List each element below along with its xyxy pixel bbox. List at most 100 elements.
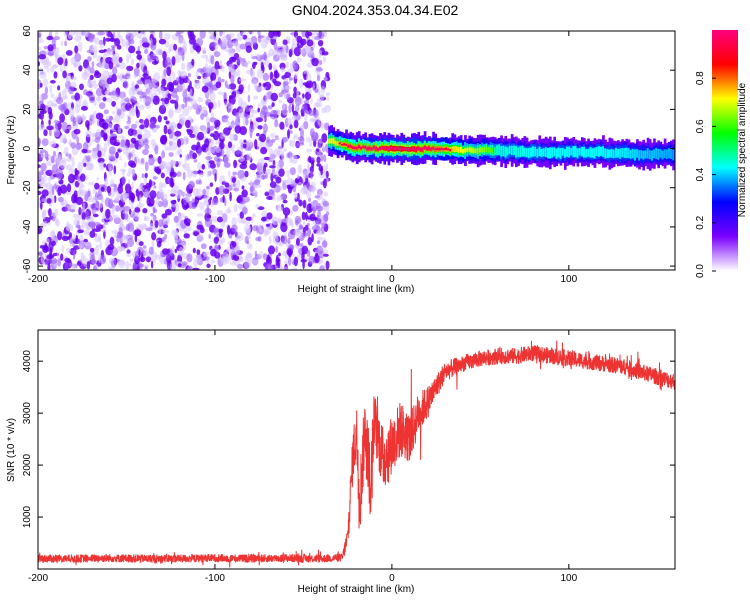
noise-speckle <box>290 267 298 270</box>
noise-speckle <box>280 67 286 73</box>
noise-speckle <box>44 253 47 257</box>
noise-speckle <box>73 128 81 135</box>
noise-speckle <box>51 185 55 196</box>
snr-x-tick-label: 0 <box>389 573 395 584</box>
signal-track-cell <box>593 147 597 159</box>
noise-speckle <box>231 40 239 47</box>
noise-speckle <box>172 71 176 82</box>
noise-speckle <box>268 188 275 195</box>
noise-speckle <box>59 184 68 194</box>
noise-speckle <box>92 80 97 84</box>
signal-track-cell <box>377 148 380 151</box>
noise-speckle <box>322 178 327 189</box>
noise-speckle <box>234 245 241 255</box>
noise-speckle <box>214 51 221 58</box>
noise-speckle <box>42 220 48 227</box>
noise-speckle <box>320 85 325 95</box>
noise-speckle <box>315 101 323 108</box>
noise-speckle <box>269 156 276 161</box>
noise-speckle <box>298 78 304 89</box>
noise-speckle <box>53 129 61 138</box>
noise-speckle <box>122 234 128 239</box>
noise-speckle <box>257 31 261 36</box>
noise-speckle <box>89 162 93 171</box>
noise-speckle <box>161 182 167 188</box>
noise-speckle <box>249 163 257 171</box>
noise-speckle <box>177 37 186 45</box>
colorbar-tick-label: 0.8 <box>695 71 706 85</box>
noise-speckle <box>153 208 158 214</box>
noise-speckle <box>326 211 330 216</box>
noise-speckle <box>228 124 235 128</box>
noise-speckle <box>214 173 217 182</box>
noise-speckle <box>275 136 280 141</box>
noise-speckle <box>182 108 190 117</box>
signal-track-cell <box>597 146 601 157</box>
noise-speckle <box>199 172 205 178</box>
signal-track-cell <box>502 145 505 157</box>
signal-track-cell <box>408 148 412 151</box>
noise-speckle <box>95 202 103 209</box>
noise-speckle <box>53 64 59 69</box>
snr-y-axis-label: SNR (10 * v/v) <box>6 418 17 482</box>
noise-speckle <box>204 217 213 228</box>
noise-speckle <box>299 48 306 54</box>
noise-speckle <box>38 46 42 51</box>
noise-speckle <box>245 45 252 53</box>
noise-speckle <box>47 222 51 226</box>
noise-speckle <box>73 218 81 226</box>
noise-speckle <box>71 76 78 81</box>
noise-speckle <box>168 152 174 157</box>
noise-speckle <box>218 185 226 195</box>
noise-speckle <box>228 32 235 38</box>
noise-speckle <box>259 224 262 233</box>
noise-speckle <box>179 70 187 79</box>
noise-speckle <box>191 204 196 210</box>
noise-speckle <box>194 132 198 139</box>
noise-speckle <box>174 248 178 253</box>
noise-speckle <box>296 142 299 148</box>
noise-speckle <box>65 75 69 85</box>
noise-speckle <box>43 129 48 137</box>
snr-x-ticks: -200 -100 0 100 <box>28 330 578 584</box>
signal-track-cell <box>449 149 452 152</box>
noise-speckle <box>210 72 217 81</box>
noise-speckle <box>132 263 137 270</box>
noise-speckle <box>102 122 109 130</box>
noise-speckle <box>176 150 182 156</box>
noise-speckle <box>192 267 200 270</box>
signal-track-cell <box>434 148 438 151</box>
noise-speckle <box>182 171 186 181</box>
noise-speckle <box>263 111 271 117</box>
noise-speckle <box>69 209 76 213</box>
signal-track-cell <box>617 149 620 158</box>
noise-speckle <box>158 38 167 45</box>
noise-speckle <box>145 227 153 232</box>
noise-speckle <box>263 51 267 61</box>
noise-speckle <box>242 143 247 149</box>
noise-speckle <box>94 236 102 243</box>
noise-speckle <box>92 133 95 139</box>
noise-speckle <box>126 31 131 37</box>
noise-speckle <box>155 124 160 129</box>
noise-speckle <box>179 154 182 158</box>
noise-speckle <box>168 133 173 139</box>
noise-speckle <box>209 162 216 169</box>
noise-speckle <box>203 252 208 258</box>
signal-track-cell <box>572 146 576 158</box>
noise-speckle <box>150 138 156 146</box>
noise-speckle <box>88 181 95 186</box>
noise-speckle <box>289 77 293 81</box>
noise-speckle <box>279 186 282 191</box>
noise-speckle <box>195 255 201 264</box>
noise-speckle <box>143 176 147 185</box>
noise-speckle <box>253 95 259 100</box>
noise-speckle <box>287 185 293 194</box>
noise-speckle <box>127 116 131 123</box>
signal-track-cell <box>534 146 537 157</box>
signal-track-cell <box>442 148 446 151</box>
noise-speckle <box>251 259 259 265</box>
noise-speckle <box>131 31 138 38</box>
noise-speckle <box>40 201 43 210</box>
noise-speckle <box>271 138 276 143</box>
